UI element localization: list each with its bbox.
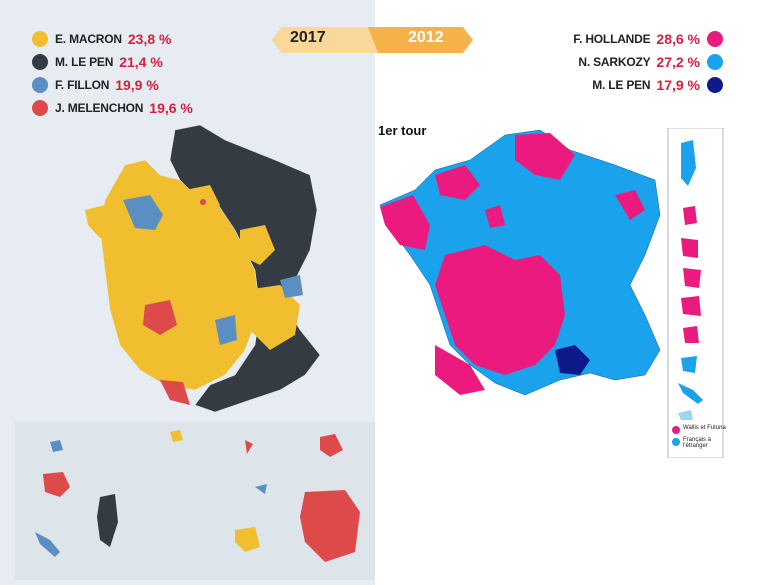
candidate-percentage: 21,4 % <box>119 54 163 70</box>
territory-pink-2 <box>681 238 698 258</box>
inset-frame <box>667 128 724 458</box>
candidate-percentage: 27,2 % <box>656 54 700 70</box>
legend-dot-melenchon <box>32 100 48 116</box>
region-hollande-sw <box>435 345 485 395</box>
year-2012-label: 2012 <box>408 29 444 46</box>
legend-dot-sarkozy <box>707 54 723 70</box>
overseas-map-2017 <box>35 430 360 562</box>
candidate-name: E. MACRON <box>55 32 122 46</box>
region-center-east <box>240 225 275 265</box>
region-hollande-paris <box>485 205 505 228</box>
candidate-name: N. SARKOZY <box>578 55 651 69</box>
region-fillon-east <box>280 275 303 298</box>
region-fillon-center <box>215 315 237 345</box>
first-round-label: 1er tour <box>378 123 427 138</box>
region-hollande-northwest <box>435 165 480 200</box>
territory-corsica-2012 <box>681 140 696 186</box>
territory-blue-1 <box>50 440 63 452</box>
territory-blue-3 <box>245 440 253 454</box>
legend-item-sarkozy: N. SARKOZY 27,2 % <box>573 51 723 73</box>
year-2017-label: 2017 <box>290 29 326 46</box>
territory-blue-6 <box>678 383 703 404</box>
inset-legend-item: Français à l'étranger <box>672 437 732 449</box>
inset-legend-item: Wallis et Futuna <box>672 425 732 434</box>
candidate-percentage: 19,6 % <box>149 100 193 116</box>
candidate-name: F. FILLON <box>55 78 110 92</box>
inset-legend-2012: Wallis et Futuna Français à l'étranger <box>672 425 732 452</box>
region-hollande-brittany <box>380 195 430 250</box>
france-map-2012 <box>379 129 661 396</box>
candidate-percentage: 19,9 % <box>115 77 159 93</box>
territory-red-1 <box>43 472 70 497</box>
legend-item-fillon: F. FILLON 19,9 % <box>32 74 193 96</box>
territory-blue-7 <box>678 410 693 420</box>
legend-item-melenchon: J. MELENCHON 19,6 % <box>32 97 193 119</box>
candidate-percentage: 28,6 % <box>656 31 700 47</box>
legend-dot-lepen <box>707 77 723 93</box>
legend-dot-macron <box>32 31 48 47</box>
legend-item-hollande: F. HOLLANDE 28,6 % <box>573 28 723 50</box>
legend-dot-fillon <box>32 77 48 93</box>
inset-legend-dot <box>672 438 680 446</box>
region-melenchon-center <box>143 300 177 335</box>
legend-dot-hollande <box>707 31 723 47</box>
region-hollande-center <box>435 245 565 375</box>
inset-legend-label: Français à l'étranger <box>683 437 712 449</box>
legend-item-macron: E. MACRON 23,8 % <box>32 28 193 50</box>
territory-pink-5 <box>683 326 699 343</box>
france-map-2017 <box>85 124 321 413</box>
candidate-name: F. HOLLANDE <box>573 32 651 46</box>
candidate-percentage: 17,9 % <box>656 77 700 93</box>
year-banner: 2017 2012 <box>268 27 473 53</box>
territory-yellow-2 <box>235 527 260 552</box>
legend-2017: E. MACRON 23,8 % M. LE PEN 21,4 % F. FIL… <box>32 28 193 120</box>
territory-pink-1 <box>683 206 697 225</box>
territory-yellow-1 <box>170 430 183 442</box>
region-alps <box>245 285 300 350</box>
territory-red-2 <box>320 434 343 457</box>
legend-2012: F. HOLLANDE 28,6 % N. SARKOZY 27,2 % M. … <box>573 28 723 97</box>
candidate-name: J. MELENCHON <box>55 101 144 115</box>
territory-pink-3 <box>683 268 701 288</box>
banner-arrow-shape <box>272 27 473 53</box>
overseas-map-2012 <box>667 128 724 458</box>
legend-item-lepen-2012: M. LE PEN 17,9 % <box>573 74 723 96</box>
legend-item-lepen-2017: M. LE PEN 21,4 % <box>32 51 193 73</box>
region-melenchon-south <box>160 380 190 405</box>
territory-corsica <box>97 494 118 547</box>
territory-guyane <box>300 490 360 562</box>
candidate-percentage: 23,8 % <box>127 31 172 47</box>
inset-legend-label: Wallis et Futuna <box>683 425 726 431</box>
region-hollande-north <box>515 133 575 180</box>
legend-dot-lepen <box>32 54 48 70</box>
region-lepen-gard <box>555 345 590 375</box>
region-brittany <box>85 200 140 240</box>
territory-pink-4 <box>681 296 701 316</box>
territory-blue-4 <box>255 484 267 494</box>
region-fillon-west <box>123 195 163 230</box>
candidate-name: M. LE PEN <box>592 78 651 92</box>
territory-blue-5 <box>681 356 697 373</box>
territory-blue-2 <box>35 532 60 557</box>
candidate-name: M. LE PEN <box>55 55 114 69</box>
inset-legend-dot <box>672 426 680 434</box>
region-hollande-east <box>615 190 645 220</box>
